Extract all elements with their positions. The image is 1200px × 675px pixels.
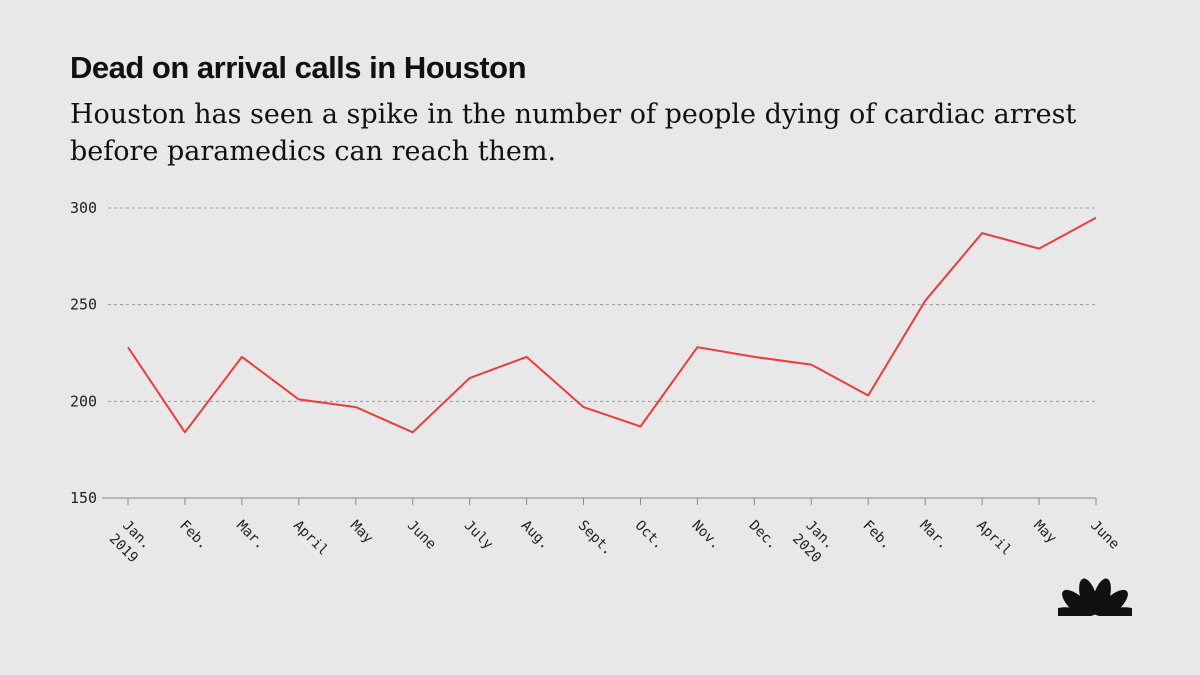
chart-subtitle: Houston has seen a spike in the number o… [70,99,1077,167]
peacock-feather [1062,589,1093,618]
y-tick-label: 300 [70,199,97,217]
series-line [127,216,1097,434]
x-tick-label: April [290,518,331,559]
x-tick-label: Nov. [689,518,724,553]
x-tick-label: Oct. [632,518,667,553]
gridlines [108,207,1096,402]
x-tick-label: May [347,518,376,547]
x-axis: Jan.2019 Feb. Mar. April May June July Aug. Sept… [102,497,1122,567]
x-tick-label: June [404,518,439,553]
x-tick-label: Dec. [746,518,781,553]
y-axis-ticks: 150 200 250 300 [70,199,97,507]
x-tick-label: Mar. [233,518,268,553]
x-tick-label: June [1087,518,1122,553]
x-tick-label: Jan.2020 [789,518,838,567]
series-lines [127,216,1097,434]
x-tick-label: Mar. [916,518,951,553]
peacock-logo-icon [1058,578,1132,622]
x-tick-label: Jan.2019 [106,518,155,567]
x-tick-label: April [973,518,1014,559]
x-tick-label: Feb. [859,518,894,553]
x-tick-label: May [1030,518,1059,547]
y-tick-label: 200 [70,392,97,410]
x-tick-label: Feb. [176,518,211,553]
chart-title: Dead on arrival calls in Houston [70,50,527,85]
y-tick-label: 150 [70,489,97,507]
peacock-feather [1097,589,1128,618]
y-tick-label: 250 [70,296,97,314]
x-tick-label: Aug. [518,518,553,553]
x-tick-label: July [461,518,496,553]
x-tick-label: Sept. [575,518,616,559]
